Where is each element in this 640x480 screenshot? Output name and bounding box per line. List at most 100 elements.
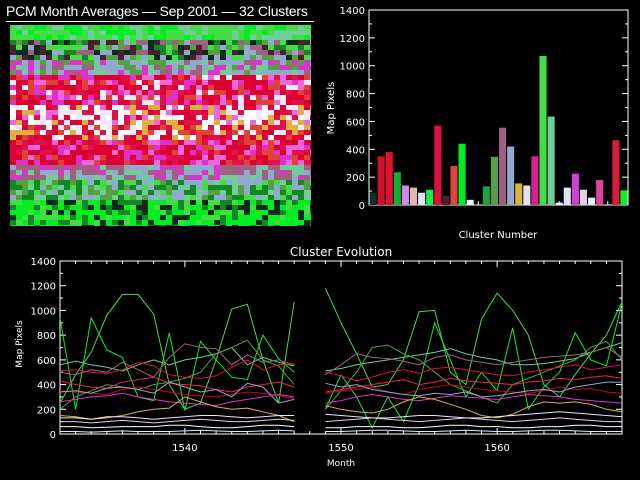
map-cell: [184, 205, 190, 210]
map-cell: [70, 95, 76, 100]
bar-cluster-15: [482, 186, 490, 205]
map-cell: [82, 90, 88, 95]
map-cell: [196, 215, 202, 220]
map-cell: [274, 185, 280, 190]
map-cell: [298, 105, 304, 110]
map-cell: [106, 105, 112, 110]
map-cell: [40, 210, 46, 215]
bar-y-axis-label: Map Pixels: [326, 82, 337, 135]
bar-cluster-17: [499, 127, 507, 205]
map-cell: [226, 75, 232, 80]
map-cell: [28, 85, 34, 90]
map-cell: [58, 135, 64, 140]
map-cell: [172, 25, 178, 30]
map-cell: [310, 210, 311, 215]
map-cell: [88, 135, 94, 140]
map-cell: [280, 105, 286, 110]
map-cell: [256, 125, 262, 130]
map-cell: [220, 205, 226, 210]
map-cell: [310, 220, 311, 225]
map-cell: [28, 205, 34, 210]
map-cell: [172, 140, 178, 145]
map-cell: [88, 60, 94, 65]
map-cell: [196, 25, 202, 30]
map-cell: [232, 220, 238, 225]
map-cell: [190, 70, 196, 75]
map-cell: [208, 80, 214, 85]
map-cell: [100, 35, 106, 40]
map-cell: [94, 115, 100, 120]
map-cell: [256, 200, 262, 205]
map-cell: [190, 90, 196, 95]
map-cell: [136, 125, 142, 130]
map-cell: [184, 220, 190, 225]
map-cell: [148, 185, 154, 190]
map-cell: [262, 200, 268, 205]
map-cell: [100, 125, 106, 130]
map-cell: [22, 65, 28, 70]
map-cell: [286, 175, 292, 180]
map-cell: [214, 115, 220, 120]
line-y-tick-label: 1200: [31, 282, 56, 293]
map-cell: [40, 190, 46, 195]
map-cell: [172, 175, 178, 180]
map-cell: [190, 140, 196, 145]
map-cell: [28, 185, 34, 190]
map-cell: [40, 225, 46, 226]
map-cell: [268, 110, 274, 115]
map-cell: [106, 130, 112, 135]
map-cell: [226, 130, 232, 135]
map-cell: [304, 170, 310, 175]
map-cell: [160, 160, 166, 165]
map-cell: [214, 75, 220, 80]
map-cell: [16, 130, 22, 135]
map-cell: [214, 65, 220, 70]
map-cell: [304, 155, 310, 160]
map-cell: [142, 130, 148, 135]
map-cell: [40, 85, 46, 90]
map-cell: [76, 40, 82, 45]
map-cell: [214, 130, 220, 135]
map-cell: [142, 110, 148, 115]
map-cell: [250, 175, 256, 180]
map-cell: [82, 70, 88, 75]
map-cell: [82, 25, 88, 30]
map-cell: [280, 40, 286, 45]
map-cell: [148, 50, 154, 55]
map-cell: [70, 145, 76, 150]
map-cell: [262, 160, 268, 165]
bar-cluster-28: [588, 197, 596, 205]
map-cell: [76, 115, 82, 120]
map-cell: [16, 45, 22, 50]
map-cell: [286, 130, 292, 135]
map-cell: [28, 110, 34, 115]
map-cell: [112, 125, 118, 130]
map-cell: [130, 200, 136, 205]
map-cell: [184, 200, 190, 205]
map-cell: [16, 110, 22, 115]
map-cell: [160, 105, 166, 110]
map-cell: [154, 120, 160, 125]
map-cell: [178, 35, 184, 40]
map-cell: [202, 130, 208, 135]
map-cell: [136, 105, 142, 110]
map-cell: [148, 150, 154, 155]
map-cell: [52, 210, 58, 215]
map-cell: [244, 35, 250, 40]
map-cell: [76, 90, 82, 95]
map-cell: [136, 210, 142, 215]
map-cell: [172, 225, 178, 226]
map-cell: [232, 180, 238, 185]
map-cell: [190, 200, 196, 205]
map-cell: [64, 180, 70, 185]
map-cell: [106, 30, 112, 35]
map-cell: [286, 35, 292, 40]
map-cell: [58, 50, 64, 55]
map-cell: [28, 50, 34, 55]
map-cell: [244, 140, 250, 145]
map-cell: [262, 80, 268, 85]
map-cell: [70, 75, 76, 80]
map-cell: [112, 140, 118, 145]
map-cell: [64, 45, 70, 50]
map-cell: [178, 95, 184, 100]
